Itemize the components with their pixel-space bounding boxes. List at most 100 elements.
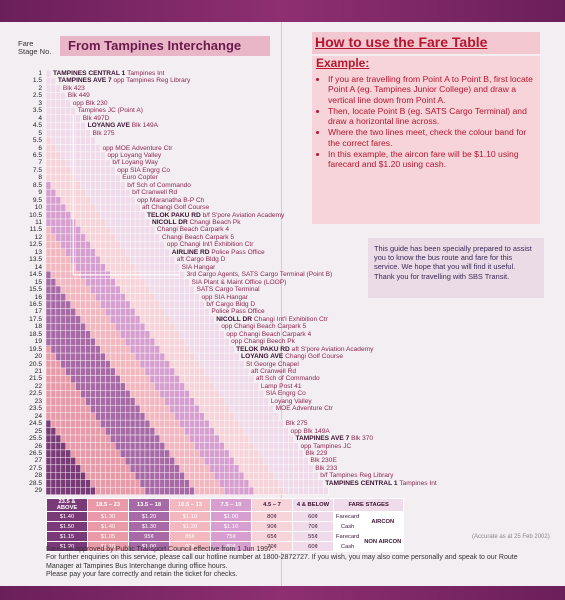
fare-cell [298, 457, 304, 466]
stage-number: 22 [34, 382, 42, 390]
fare-cell [174, 360, 180, 369]
fare-cell [154, 449, 161, 458]
payment-type: Cash [332, 541, 363, 552]
fare-cell [169, 375, 175, 384]
fare-cell [228, 479, 235, 488]
fare-cell [55, 151, 62, 160]
fare-cell [75, 352, 81, 361]
fare-cell [169, 405, 175, 413]
fare-cell [105, 427, 111, 436]
fare-cell [238, 390, 245, 399]
fare-cell [144, 449, 151, 458]
fare-cell [65, 308, 71, 317]
fare-cell [233, 397, 240, 406]
stop-detail: Changi Beach Pk [189, 219, 241, 226]
fare-cell [50, 293, 57, 302]
fare-cell [139, 300, 146, 309]
stop-detail: aft S'pore Aviation Academy [291, 345, 374, 353]
fare-cell [194, 405, 200, 413]
fare-cell [154, 256, 161, 264]
fare-cell [65, 107, 71, 115]
fare-cell [70, 457, 76, 466]
fare-cell [159, 472, 166, 480]
fare-cell [278, 419, 284, 428]
fare-cell [169, 308, 175, 317]
fare-cell [149, 285, 156, 294]
fare-cell [129, 382, 136, 391]
fare-cell [214, 345, 220, 354]
stop-name: SATS Cargo Terminal [197, 286, 260, 293]
fare-cell [50, 151, 57, 160]
fare-cell [129, 218, 136, 227]
fare-cell [50, 412, 57, 421]
stage-number: 4.5 [32, 122, 42, 130]
fare-cell [50, 390, 57, 399]
fare-cell [80, 196, 86, 205]
fare-cell [189, 293, 195, 302]
stage-number: 16.5 [29, 300, 42, 308]
fare-cell [214, 390, 220, 399]
fare-value: $1.10 [169, 511, 211, 522]
fare-cell [120, 487, 126, 495]
fare-cell [115, 457, 121, 466]
fare-cell [189, 472, 195, 480]
stop-detail: opp Blk 230 [72, 99, 108, 107]
stop-detail: Blk 229 [305, 449, 328, 457]
fare-cell [134, 367, 141, 376]
fare-cell [90, 181, 96, 190]
fare-cell [228, 442, 235, 451]
stage-number: 25.5 [29, 435, 42, 443]
fare-cell [184, 315, 190, 324]
fare-cell [159, 457, 166, 466]
fare-value: $1.30 [128, 521, 170, 532]
fare-cell [214, 323, 220, 331]
fare-cell [258, 419, 265, 428]
stop-detail: SATS Cargo Terminal [196, 286, 260, 294]
fare-cell [110, 285, 116, 294]
fare-cell [115, 278, 121, 287]
fare-cell [189, 457, 195, 466]
road-name: TAMPINES CENTRAL 1 [325, 479, 400, 487]
fare-cell [149, 375, 156, 384]
fare-cell [204, 434, 210, 443]
fare-cell [70, 352, 76, 361]
fare-cell [273, 472, 279, 480]
fare-cell [110, 479, 116, 488]
fare-cell [134, 293, 141, 302]
fare-cell [278, 479, 284, 488]
fare-cell [268, 457, 274, 466]
fare-cell [209, 412, 215, 421]
fare-cell [124, 457, 131, 466]
fare-cell [65, 449, 71, 458]
fare-cell [80, 308, 86, 317]
fare-cell [179, 464, 185, 473]
fare-cell [263, 487, 269, 495]
fare-cell [238, 367, 245, 376]
stop-detail: opp SIA Engrg Co [117, 166, 171, 174]
stage-number: 21 [34, 368, 42, 375]
fare-cell [129, 472, 136, 480]
fare-cell [55, 419, 62, 428]
fare-cell [243, 382, 250, 391]
fare-cell [85, 449, 91, 458]
fare-cell [209, 315, 215, 324]
example-bullets: If you are travelling from Point A to Po… [316, 74, 536, 171]
fare-cell [60, 487, 66, 495]
fare-cell [75, 285, 81, 294]
fare-cell [228, 397, 235, 406]
fare-cell [154, 487, 161, 495]
fare-cell [134, 248, 141, 257]
fare-cell [154, 241, 161, 250]
fare-cell [134, 338, 141, 346]
fare-cell [174, 278, 180, 287]
fare-cell [204, 405, 210, 413]
fare-cell [115, 181, 121, 190]
fare-cell [248, 487, 255, 495]
fare-cell [85, 330, 91, 339]
fare-cell [214, 338, 220, 346]
fare-cell [204, 308, 210, 317]
page-title: From Tampines Interchange [60, 36, 270, 56]
fare-cell [85, 144, 91, 153]
fare-cell [233, 472, 240, 480]
fare-cell [60, 233, 66, 242]
